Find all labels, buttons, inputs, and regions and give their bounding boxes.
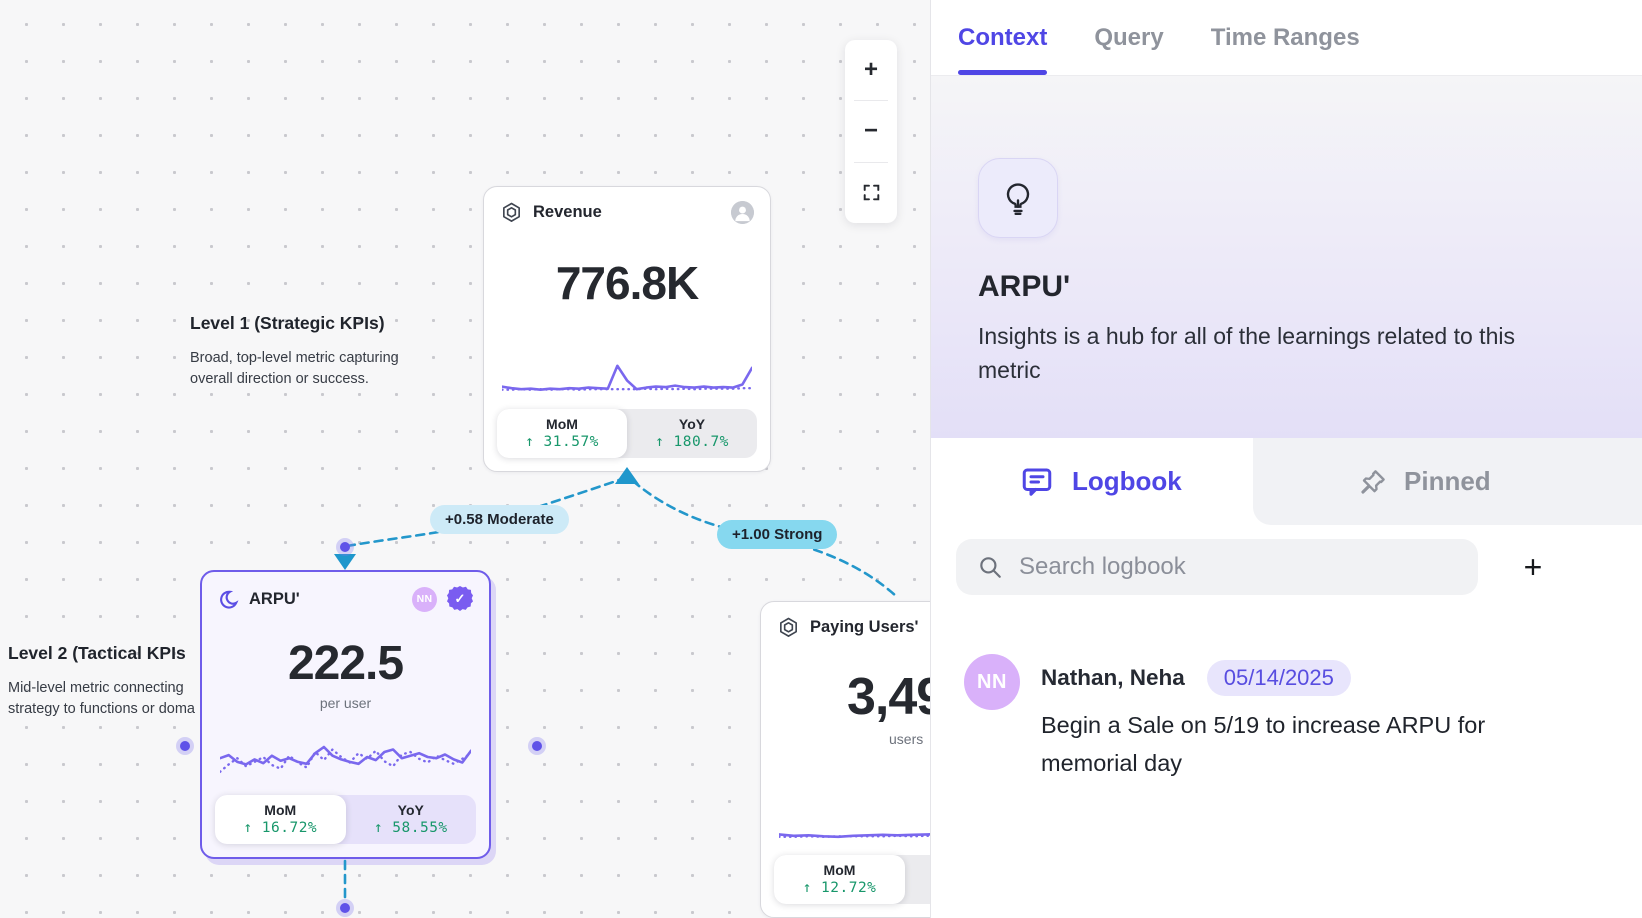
yoy-segment[interactable]: YoY ↑ 58.55% — [346, 795, 477, 844]
mom-segment[interactable]: MoM ↑ 31.57% — [497, 409, 627, 458]
level-1-title: Level 1 (Strategic KPIs) — [190, 313, 385, 333]
edge-handle[interactable] — [340, 903, 350, 913]
logbook-pinned-tabs: Pinned Logbook — [931, 438, 1642, 525]
metric-context-header: ARPU' Insights is a hub for all of the l… — [931, 76, 1642, 438]
edge-handle[interactable] — [340, 542, 350, 552]
level-2-annotation: Level 2 (Tactical KPIs Mid-level metric … — [8, 643, 204, 720]
moon-metric-icon — [218, 589, 239, 610]
edge-handle[interactable] — [532, 741, 542, 751]
yoy-value: ↑ 58.55% — [373, 820, 448, 836]
entry-author: Nathan, Neha — [1041, 665, 1185, 690]
add-log-entry-button[interactable]: + — [1523, 548, 1543, 585]
divider — [854, 100, 888, 102]
pinned-label: Pinned — [1404, 466, 1491, 496]
metric-unit: users — [889, 731, 924, 747]
card-title: Revenue — [533, 203, 602, 221]
metric-unit: per user — [319, 695, 372, 711]
fullscreen-icon — [863, 185, 879, 201]
owner-avatar-icon[interactable] — [731, 201, 754, 224]
correlation-label-strong[interactable]: +1.00 Strong — [717, 520, 838, 549]
tab-context[interactable]: Context — [958, 0, 1048, 75]
mom-yoy-toggle: MoM ↑ 31.57% YoY ↑ 180.7% — [497, 409, 757, 458]
zoom-in-button[interactable]: + — [863, 56, 878, 84]
verified-badge-icon: ✓ — [447, 586, 473, 611]
search-icon — [980, 557, 1001, 578]
metric-tree-canvas[interactable]: Level 1 (Strategic KPIs) Broad, top-leve… — [0, 0, 1050, 918]
metric-name-heading: ARPU' — [978, 270, 1071, 303]
metric-card-revenue[interactable]: Revenue 776.8K MoM ↑ 31.57% YoY ↑ 180.7% — [483, 186, 771, 472]
card-title: Paying Users' — [810, 618, 919, 636]
search-input[interactable] — [1019, 553, 1478, 581]
tab-logbook[interactable]: Logbook — [1019, 438, 1182, 525]
level-1-annotation: Level 1 (Strategic KPIs) Broad, top-leve… — [190, 313, 430, 390]
author-avatar: NN — [964, 654, 1020, 710]
divider — [854, 161, 888, 163]
tab-time-ranges[interactable]: Time Ranges — [1210, 23, 1360, 51]
metric-value: 776.8K — [555, 257, 699, 309]
pin-icon — [1361, 469, 1385, 494]
collaborator-avatar[interactable]: NN — [412, 586, 437, 612]
mom-yoy-toggle: MoM ↑ 16.72% YoY ↑ 58.55% — [215, 795, 476, 844]
entry-date-badge[interactable]: 05/14/2025 — [1206, 660, 1351, 696]
logbook-search[interactable] — [956, 539, 1478, 595]
canvas-zoom-controls: + − — [845, 40, 897, 223]
insights-tile — [978, 158, 1058, 238]
metric-description: Insights is a hub for all of the learnin… — [978, 323, 1515, 383]
arrowhead-down-icon — [334, 554, 356, 570]
mom-value: ↑ 12.72% — [802, 880, 877, 896]
entry-text: Begin a Sale on 5/19 to increase ARPU fo… — [1041, 712, 1486, 776]
card-title: ARPU' — [249, 589, 300, 608]
entry-header: Nathan, Neha 05/14/2025 — [1041, 660, 1351, 696]
level-2-title: Level 2 (Tactical KPIs — [8, 643, 186, 663]
correlation-label-moderate[interactable]: +0.58 Moderate — [430, 505, 569, 534]
level-1-description: Broad, top-level metric capturing overal… — [190, 350, 399, 387]
metric-value: 222.5 — [287, 637, 404, 690]
edge-handle[interactable] — [180, 741, 190, 751]
logbook-icon — [1022, 468, 1052, 496]
tab-pinned[interactable]: Pinned — [1253, 438, 1642, 525]
panel-tab-bar: Context Query Time Ranges — [931, 0, 1642, 76]
tab-query[interactable]: Query — [1094, 23, 1164, 51]
yoy-segment[interactable]: YoY ↑ 180.7% — [627, 409, 757, 458]
zoom-out-button[interactable]: − — [863, 117, 878, 145]
lightbulb-icon — [1006, 183, 1030, 216]
hexagon-metric-icon — [500, 201, 523, 224]
yoy-value: ↑ 180.7% — [655, 434, 729, 450]
sparkline-chart — [502, 345, 752, 397]
mom-value: ↑ 16.72% — [243, 820, 318, 836]
hexagon-metric-icon — [777, 616, 800, 639]
level-2-description: Mid-level metric connecting strategy to … — [8, 680, 195, 717]
mom-value: ↑ 31.57% — [525, 434, 599, 450]
mom-segment[interactable]: MoM ↑ 12.72% — [774, 855, 905, 904]
metric-card-arpu[interactable]: ARPU' NN ✓ 222.5 per user MoM ↑ 16.72% Y… — [200, 570, 491, 859]
fit-view-button[interactable] — [845, 163, 897, 223]
context-side-panel: Context Query Time Ranges ARPU' Insights… — [930, 0, 1642, 918]
logbook-label: Logbook — [1072, 466, 1182, 496]
sparkline-chart — [220, 721, 471, 783]
metric-value: 3,49 — [847, 668, 945, 726]
mom-segment[interactable]: MoM ↑ 16.72% — [215, 795, 346, 844]
